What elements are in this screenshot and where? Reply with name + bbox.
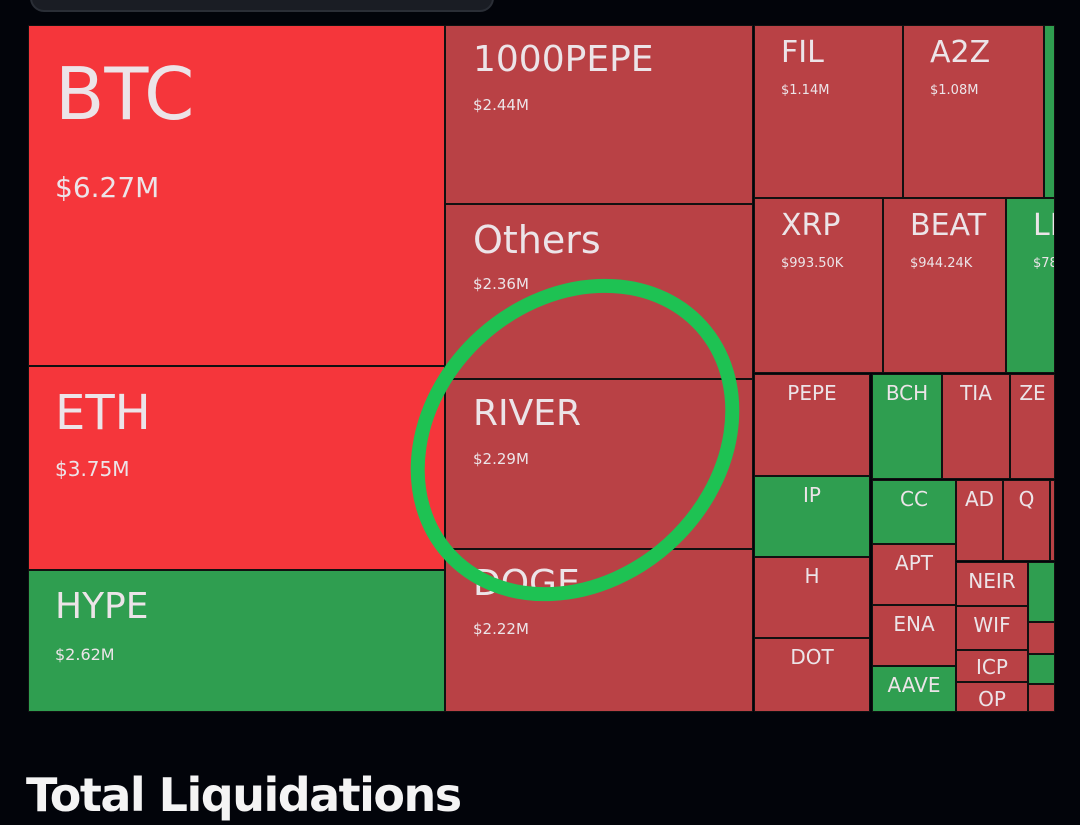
- treemap-cell: HYPE $2.62M: [28, 570, 445, 712]
- cell-label: A2Z: [930, 35, 991, 70]
- treemap-cell: WIF: [956, 606, 1028, 650]
- cell-label: BCH: [885, 381, 929, 405]
- cell-label: WIF: [973, 613, 1011, 637]
- cell-value: $993.50K: [781, 256, 844, 271]
- cell-label: HYPE: [55, 586, 149, 627]
- treemap-cell: Others $2.36M: [445, 204, 753, 379]
- cell-label: APT: [895, 551, 933, 575]
- cell-label: TIA: [960, 381, 992, 405]
- treemap-cell: FIL $1.14M: [754, 25, 903, 198]
- treemap-cell: Q: [1003, 480, 1050, 561]
- treemap-cell: XRP $993.50K: [754, 198, 883, 373]
- cell-label: 1000PEPE: [473, 39, 654, 80]
- cell-label: XRP: [781, 208, 841, 243]
- treemap-cell: A2Z $1.08M: [903, 25, 1044, 198]
- cell-value: $2.62M: [55, 645, 115, 664]
- treemap-cell: ZE: [1010, 374, 1055, 479]
- treemap: BTC $6.27M ETH $3.75M HYPE $2.62M 1000PEPE $2.4…: [28, 25, 1055, 712]
- cell-value: $1.08M: [930, 83, 979, 98]
- treemap-cell: DOT: [754, 638, 870, 712]
- cell-value: $2.22M: [473, 620, 529, 638]
- cell-value: $2.36M: [473, 275, 529, 293]
- treemap-cell: AAVE: [872, 666, 956, 712]
- treemap-cell: [1028, 684, 1055, 712]
- cell-value: $944.24K: [910, 256, 973, 271]
- treemap-cell: ENA: [872, 605, 956, 666]
- cell-value: $78: [1033, 256, 1054, 271]
- section-title: Total Liquidations: [26, 768, 462, 822]
- treemap-cell: PEPE: [754, 374, 870, 476]
- treemap-cell: BCH: [872, 374, 942, 479]
- cell-label: OP: [978, 687, 1006, 711]
- treemap-cell: NEIR: [956, 562, 1028, 606]
- cell-label: H: [804, 564, 820, 588]
- treemap-cell: LI $78: [1006, 198, 1055, 373]
- treemap-cell: [1044, 25, 1055, 198]
- treemap-cell: RIVER $2.29M: [445, 379, 753, 549]
- cell-label: ENA: [893, 612, 935, 636]
- cell-value: $2.44M: [473, 96, 529, 114]
- cell-label: BTC: [55, 52, 195, 136]
- treemap-cell: AD: [956, 480, 1003, 561]
- treemap-cell: [1028, 622, 1055, 654]
- treemap-cell: CC: [872, 480, 956, 544]
- treemap-cell: OP: [956, 682, 1028, 712]
- cell-label: ETH: [55, 385, 151, 441]
- cell-label: NEIR: [968, 569, 1016, 593]
- treemap-cell: 1000PEPE $2.44M: [445, 25, 753, 204]
- treemap-cell: TIA: [942, 374, 1010, 479]
- cell-value: $6.27M: [55, 171, 160, 204]
- cell-label: Q: [1018, 487, 1035, 511]
- treemap-cell: ICP: [956, 650, 1028, 682]
- cell-label: DOT: [790, 645, 834, 669]
- cell-label: ZE: [1019, 381, 1046, 405]
- cell-value: $2.29M: [473, 450, 529, 468]
- treemap-cell: BTC $6.27M: [28, 25, 445, 366]
- cell-value: $3.75M: [55, 457, 130, 481]
- treemap-cell: DOGE $2.22M: [445, 549, 753, 712]
- cell-value: $1.14M: [781, 83, 830, 98]
- treemap-cell: [1028, 562, 1055, 622]
- treemap-cell: APT: [872, 544, 956, 605]
- highlight-ring: [410, 278, 740, 602]
- treemap-cell: ETH $3.75M: [28, 366, 445, 570]
- treemap-cell: H: [754, 557, 870, 638]
- cell-label: CC: [900, 487, 928, 511]
- cell-label: ICP: [976, 655, 1008, 679]
- cell-label: BEAT: [910, 208, 987, 243]
- cell-label: FIL: [781, 35, 824, 70]
- cell-label: IP: [803, 483, 821, 507]
- treemap-cell: [1028, 654, 1055, 684]
- cell-label: AD: [964, 487, 995, 511]
- treemap-cell: [1050, 480, 1055, 561]
- cell-label: PEPE: [787, 381, 837, 405]
- cell-label: LI: [1033, 208, 1054, 243]
- cell-label: AAVE: [887, 673, 941, 697]
- treemap-cell: IP: [754, 476, 870, 557]
- highlight-ellipse: [410, 278, 740, 602]
- cell-label: RIVER: [473, 393, 582, 434]
- treemap-cell: BEAT $944.24K: [883, 198, 1006, 373]
- cell-label: Others: [473, 218, 601, 262]
